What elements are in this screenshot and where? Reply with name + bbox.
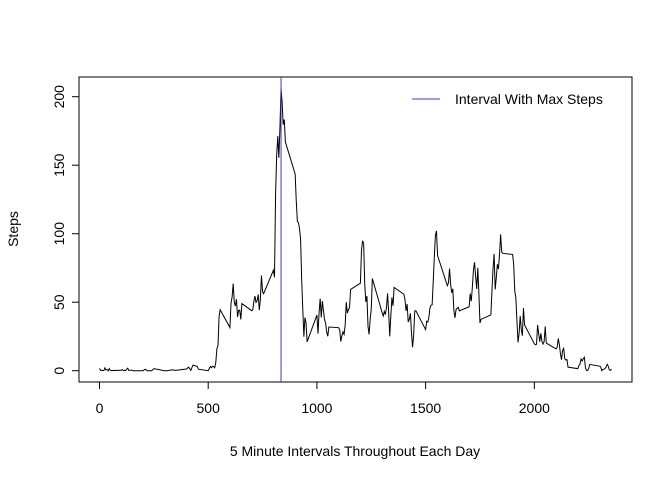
x-tick-label: 1000 (301, 400, 332, 416)
series-line (99, 88, 612, 372)
legend-label: Interval With Max Steps (455, 91, 603, 107)
x-tick-label: 2000 (519, 400, 550, 416)
x-tick-label: 500 (197, 400, 221, 416)
plot-box (78, 76, 633, 383)
y-tick-label: 0 (51, 367, 67, 375)
y-tick-label: 200 (51, 85, 67, 109)
y-tick-label: 50 (51, 294, 67, 310)
y-axis-title: Steps (5, 211, 21, 247)
x-axis-title: 5 Minute Intervals Throughout Each Day (230, 443, 480, 459)
y-tick-label: 100 (51, 222, 67, 246)
x-tick-label: 1500 (410, 400, 441, 416)
x-tick-label: 0 (96, 400, 104, 416)
y-tick-label: 150 (51, 153, 67, 177)
